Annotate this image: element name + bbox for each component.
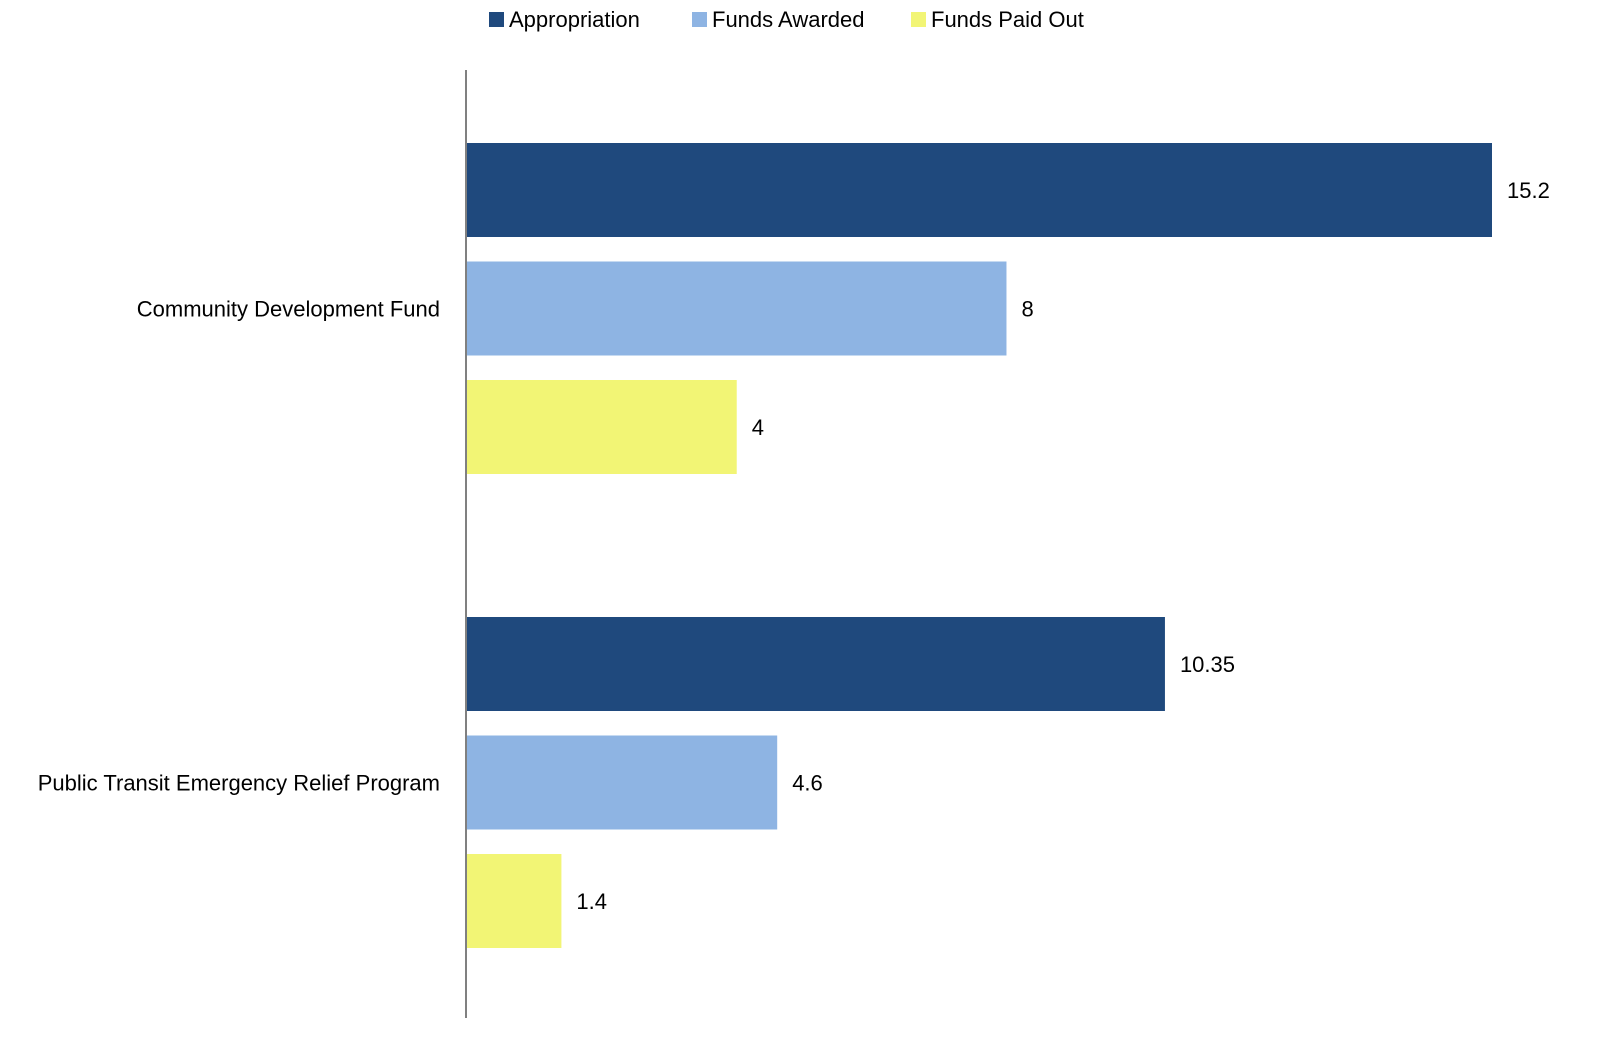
legend: Appropriation Funds Awarded Funds Paid Out xyxy=(489,7,1084,32)
legend-label: Funds Awarded xyxy=(712,7,864,32)
legend-swatch xyxy=(489,12,504,27)
legend-label: Funds Paid Out xyxy=(931,7,1084,32)
legend-label: Appropriation xyxy=(509,7,640,32)
bar-appropriation-2 xyxy=(467,617,1165,711)
value-label: 8 xyxy=(1021,297,1033,322)
bar-funds-awarded-1 xyxy=(467,261,1007,356)
value-label: 10.35 xyxy=(1180,652,1235,677)
bar-funds-awarded-2 xyxy=(467,735,778,830)
value-label: 4.6 xyxy=(792,771,823,796)
category-labels-group: Community Development Fund Public Transit… xyxy=(38,297,440,796)
bar-funds-paid-out-1 xyxy=(467,380,737,474)
bar-funds-paid-out-2 xyxy=(467,854,562,948)
value-label: 1.4 xyxy=(576,889,607,914)
category-label: Community Development Fund xyxy=(137,297,440,322)
value-labels-group: 15.2 8 4 10.35 4.6 1.4 xyxy=(576,178,1549,914)
bars-group xyxy=(467,143,1492,948)
category-label: Public Transit Emergency Relief Program xyxy=(38,771,440,796)
value-label: 4 xyxy=(752,415,764,440)
value-label: 15.2 xyxy=(1507,178,1550,203)
legend-swatch xyxy=(692,12,707,27)
legend-swatch xyxy=(911,12,926,27)
bar-appropriation-1 xyxy=(467,143,1492,237)
